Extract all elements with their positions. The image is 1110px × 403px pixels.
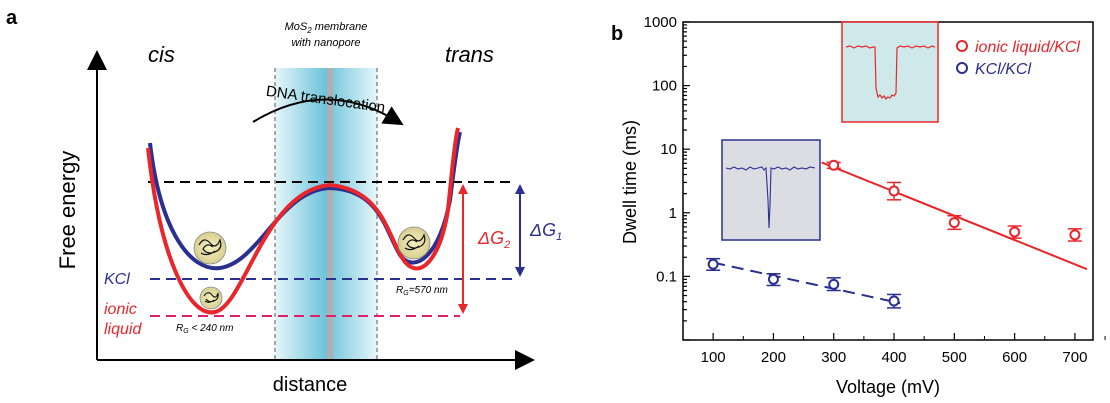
y-ticks: 0.1 1 10 100 1000 [644, 14, 690, 341]
inset-trace-ionic-liquid [841, 21, 939, 123]
x-axis-label: distance [273, 374, 348, 396]
cis-label: cis [148, 42, 175, 67]
nanopore-bar [327, 68, 333, 360]
data-point-series-1 [828, 278, 840, 290]
fit-line-1 [712, 261, 901, 305]
translocation-arrow [252, 98, 404, 126]
delta-g2-arrow [458, 184, 468, 314]
legend-label-ionic: ionic liquid/KCl [975, 39, 1080, 56]
x-tick-label: 100 [701, 349, 726, 366]
y-tick-label: 1000 [644, 14, 677, 31]
ionic-liquid-label-line1: ionic [104, 301, 137, 318]
delta-g1-arrow [515, 184, 525, 277]
panel-b-letter: b [611, 23, 623, 45]
data-point-series-1 [888, 295, 900, 307]
data-point-series-1 [767, 273, 779, 285]
membrane-label-line2: with nanopore [291, 37, 360, 49]
rg-left-label: RG < 240 nm [176, 323, 233, 335]
data-points [706, 159, 1082, 309]
membrane-label-line1: MoS2 membrane [285, 21, 368, 35]
data-point-series-0 [828, 159, 840, 171]
delta-g1-label: ΔG1 [529, 220, 562, 243]
legend-marker-kcl [956, 62, 968, 74]
x-tick-label: 700 [1062, 349, 1087, 366]
ionic-liquid-label-line2: liquid [104, 321, 142, 338]
legend-label-kcl: KCl/KCl [975, 61, 1031, 78]
y-tick-label: 10 [660, 141, 677, 158]
x-tick-label: 300 [821, 349, 846, 366]
trans-label: trans [445, 42, 494, 67]
data-point-series-0 [1069, 229, 1081, 241]
x-axis-label: Voltage (mV) [836, 377, 940, 397]
membrane-band [275, 68, 377, 360]
rg-right-label: RG=570 nm [396, 285, 448, 297]
x-tick-label: 400 [882, 349, 907, 366]
legend: ionic liquid/KCl KCl/KCl [956, 39, 1080, 78]
y-tick-label: 100 [652, 78, 677, 95]
dna-coil-trans [397, 226, 431, 260]
dna-coil-ionic-left [199, 286, 223, 310]
x-ticks: 100 200 300 400 500 600 700 [701, 333, 1106, 366]
y-tick-label: 0.1 [656, 268, 677, 285]
data-point-series-1 [707, 258, 719, 270]
data-point-series-0 [948, 217, 960, 229]
ionic-liquid-energy-curve [146, 127, 460, 315]
panel-a: a [6, 7, 562, 396]
inset-trace-kcl [721, 139, 821, 241]
panel-a-letter: a [6, 7, 18, 29]
data-point-series-0 [888, 185, 900, 197]
x-tick-label: 500 [942, 349, 967, 366]
x-tick-label: 200 [761, 349, 786, 366]
kcl-label: KCl [104, 271, 130, 288]
delta-g2-label: ΔG2 [477, 228, 510, 251]
y-axis-label: Dwell time (ms) [620, 120, 640, 244]
dna-coil-kcl-left [193, 231, 227, 265]
y-tick-label: 1 [669, 205, 677, 222]
x-tick-label: 600 [1002, 349, 1027, 366]
panel-b: b 0.1 1 10 100 1000 100 200 300 400 500 600 700 Dw… [611, 14, 1106, 397]
data-point-series-0 [1009, 226, 1021, 238]
y-axis-label: Free energy [55, 151, 80, 270]
legend-marker-ionic [956, 40, 968, 52]
